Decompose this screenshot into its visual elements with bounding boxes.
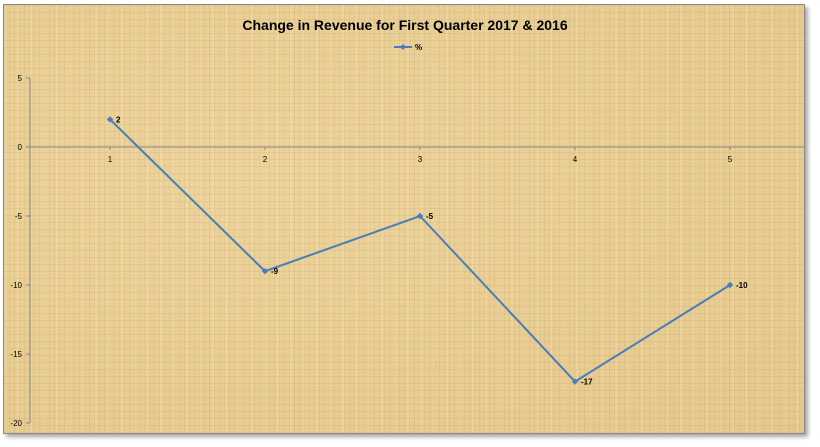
chart-title: Change in Revenue for First Quarter 2017… bbox=[242, 17, 567, 33]
y-tick-label: -5 bbox=[15, 212, 23, 221]
x-tick-label: 1 bbox=[108, 155, 113, 164]
data-label: -5 bbox=[426, 212, 434, 221]
data-points bbox=[106, 116, 734, 385]
data-label: -17 bbox=[581, 378, 593, 387]
data-label: -9 bbox=[271, 267, 279, 276]
data-point bbox=[726, 281, 734, 289]
data-point bbox=[416, 212, 424, 220]
y-tick-label: -15 bbox=[10, 350, 22, 359]
x-tick-label: 5 bbox=[728, 155, 733, 164]
data-point bbox=[571, 378, 579, 385]
data-label: -10 bbox=[736, 281, 748, 290]
data-point bbox=[106, 116, 114, 123]
x-tick-label: 4 bbox=[573, 155, 578, 164]
x-tick-label: 3 bbox=[418, 155, 423, 164]
data-label: 2 bbox=[116, 115, 121, 124]
legend: % bbox=[394, 43, 422, 52]
data-point bbox=[261, 268, 269, 275]
y-tick-label: -10 bbox=[10, 281, 22, 290]
y-axis-ticks: 5 0 -5 -10 -15 -20 bbox=[10, 74, 30, 428]
y-tick-label: 0 bbox=[18, 143, 23, 152]
data-labels: 2 -9 -5 -17 -10 bbox=[116, 115, 748, 386]
x-tick-label: 2 bbox=[263, 155, 268, 164]
legend-marker bbox=[400, 44, 406, 50]
y-tick-label: 5 bbox=[18, 74, 23, 83]
y-tick-label: -20 bbox=[10, 419, 22, 428]
x-axis-ticks: 1 2 3 4 5 bbox=[108, 147, 733, 164]
chart-area bbox=[3, 4, 805, 434]
legend-entry-percent: % bbox=[415, 43, 422, 52]
